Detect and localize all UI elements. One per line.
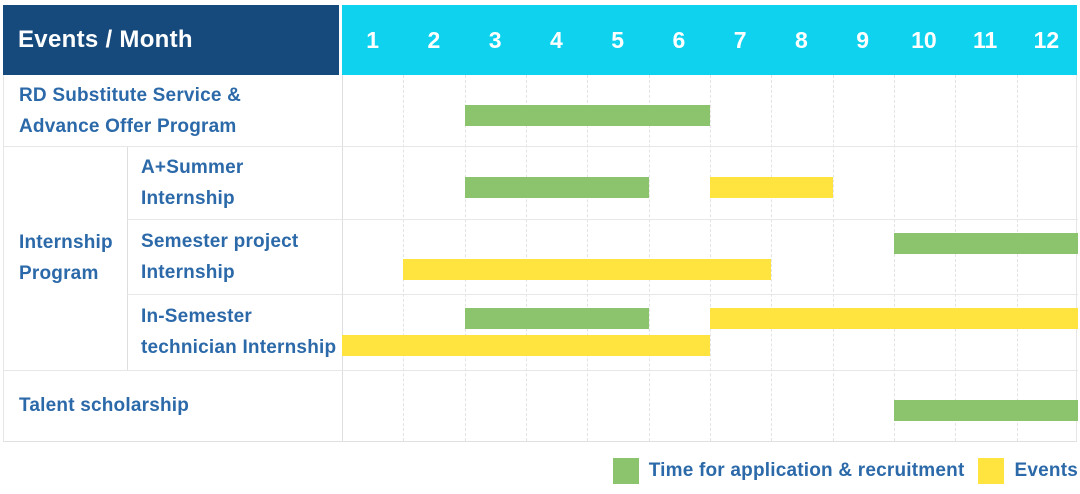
month-header-row: 1 2 3 4 5 6 7 8 9 10 11 12 [342, 5, 1077, 75]
row-label-line: RD Substitute Service & [19, 84, 242, 106]
month-header-8: 8 [794, 26, 808, 53]
gantt-bar-application [464, 177, 649, 198]
row-separator [127, 219, 1078, 220]
group-label-line: Program [19, 263, 99, 284]
group-label-line: Internship [19, 232, 113, 253]
row-separator [4, 370, 1078, 371]
row-label-talent-scholarship: Talent scholarship [4, 370, 342, 441]
table-body: RD Substitute Service & Advance Offer Pr… [3, 75, 1078, 442]
row-label-line: Semester project [141, 230, 299, 252]
gantt-bar-application [894, 233, 1078, 254]
month-header-7: 7 [733, 26, 747, 53]
row-label-in-semester-technician-internship: In-Semester technician Internship [127, 294, 342, 370]
group-subcolumn-divider [127, 146, 128, 370]
month-gridline [771, 75, 773, 441]
month-gridline [1016, 75, 1018, 441]
row-label-line: Talent scholarship [19, 395, 190, 416]
row-label-line: A+Summer [141, 156, 244, 178]
row-label-line: Internship [141, 261, 235, 283]
month-header-5: 5 [611, 26, 625, 53]
month-gridline [464, 75, 466, 441]
gantt-bar-event [710, 177, 833, 198]
gantt-bar-application [464, 308, 649, 329]
month-gridline [587, 75, 589, 441]
gantt-table: Events / Month 1 2 3 4 5 6 7 8 9 10 11 1… [3, 5, 1078, 442]
legend-item-events: Events [978, 458, 1078, 484]
row-separator [127, 294, 1078, 295]
month-header-2: 2 [427, 26, 441, 53]
month-header-9: 9 [856, 26, 870, 53]
month-gridline [710, 75, 711, 441]
month-header-6: 6 [672, 26, 686, 53]
label-chart-divider [342, 75, 343, 441]
gantt-bar-event [403, 259, 772, 280]
month-header-3: 3 [488, 26, 502, 53]
row-label-line: Internship [141, 187, 235, 209]
month-gridline [648, 75, 650, 441]
page-title: Events / Month [18, 26, 193, 53]
month-header-10: 10 [911, 26, 937, 53]
row-separator [4, 146, 1078, 147]
gantt-bar-application [464, 105, 710, 126]
row-label-line: technician Internship [141, 337, 337, 358]
header-title-cell: Events / Month [3, 5, 339, 75]
group-label-internship-program: Internship Program [4, 146, 124, 370]
header-divider [339, 5, 342, 75]
row-label-semester-project-internship: Semester project Internship [127, 219, 342, 294]
legend-label-application: Time for application & recruitment [648, 460, 965, 481]
legend-item-application: Time for application & recruitment [612, 458, 965, 484]
row-label-line: Advance Offer Program [19, 115, 237, 137]
event-color-swatch [978, 458, 1005, 484]
month-gridline [403, 75, 405, 441]
month-gridline [832, 75, 834, 441]
month-gridline [526, 75, 527, 441]
month-gridline [894, 75, 895, 441]
gantt-bar-event [710, 308, 1078, 329]
month-gridline [955, 75, 957, 441]
month-header-11: 11 [972, 26, 998, 53]
month-header-12: 12 [1033, 26, 1060, 53]
gantt-bar-application [894, 400, 1078, 421]
row-label-a-summer-internship: A+Summer Internship [127, 146, 342, 219]
table-header: Events / Month 1 2 3 4 5 6 7 8 9 10 11 1… [3, 5, 1077, 75]
month-header-1: 1 [366, 26, 380, 53]
row-label-line: In-Semester [141, 306, 252, 327]
gantt-bar-event [342, 335, 710, 356]
month-header-4: 4 [549, 26, 563, 53]
legend-label-events: Events [1014, 460, 1078, 481]
row-label-rd-substitute-service: RD Substitute Service & Advance Offer Pr… [4, 75, 342, 146]
application-color-swatch [612, 458, 639, 484]
legend: Time for application & recruitment Event… [612, 458, 1078, 484]
